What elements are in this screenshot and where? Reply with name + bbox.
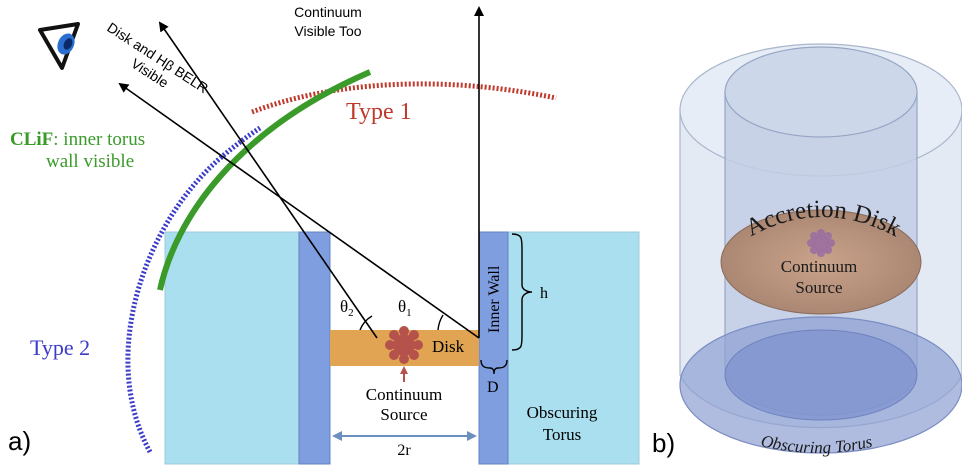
type2-arc [125,125,262,454]
continuum-source-line1: Continuum [366,385,443,404]
inner-cylinder-top [724,46,918,138]
panel-b-label: b) [652,428,675,458]
clif-rest: : inner torus [53,129,145,150]
theta1-label: θ1 [398,297,412,319]
theta2-label: θ2 [340,297,354,319]
panel-b: Accretion Disk Continuum Source Obscurin… [652,43,962,458]
eye-icon [38,22,80,70]
d-label: D [487,379,499,396]
panel-a-label: a) [8,426,31,456]
theta2-arc [359,315,373,331]
theta1-arc [437,314,444,331]
accretion-disk [720,209,922,315]
clif-bold: CLiF [10,129,53,150]
disk-source-star [807,229,835,257]
torus-right-block [482,231,640,465]
sight-line-clif [118,82,480,339]
panel-b-continuum-line1: Continuum [781,257,858,276]
h-bracket [511,233,533,351]
panel-b-continuum-line2: Source [795,278,842,297]
panel-a: Continuum Visible Too Disk and Hβ BELR V… [8,4,640,465]
h-label: h [540,285,548,302]
sight-line-disk-blr [158,21,378,339]
continuum-visible-line2: Visible Too [294,23,361,39]
type1-label: Type 1 [346,99,412,125]
two-r-label: 2r [397,442,411,459]
clif-line2: wall visible [46,151,134,172]
inner-wall-right [478,231,509,465]
obscuring-line2: Torus [543,425,581,444]
continuum-visible-line1: Continuum [294,4,362,20]
inner-wall-left [298,231,331,465]
obscuring-line1: Obscuring [527,403,598,422]
type2-label: Type 2 [30,335,90,360]
disk-label: Disk [432,337,465,356]
inner-cylinder-base [724,329,918,421]
continuum-source-line2: Source [380,405,427,424]
d-bracket [480,359,508,375]
type1-arc [251,81,557,115]
continuum-source-star [385,326,423,364]
clif-label: CLiF: inner torus [10,129,145,150]
clif-arc [157,69,372,291]
inner-wall-label: Inner Wall [486,265,503,333]
